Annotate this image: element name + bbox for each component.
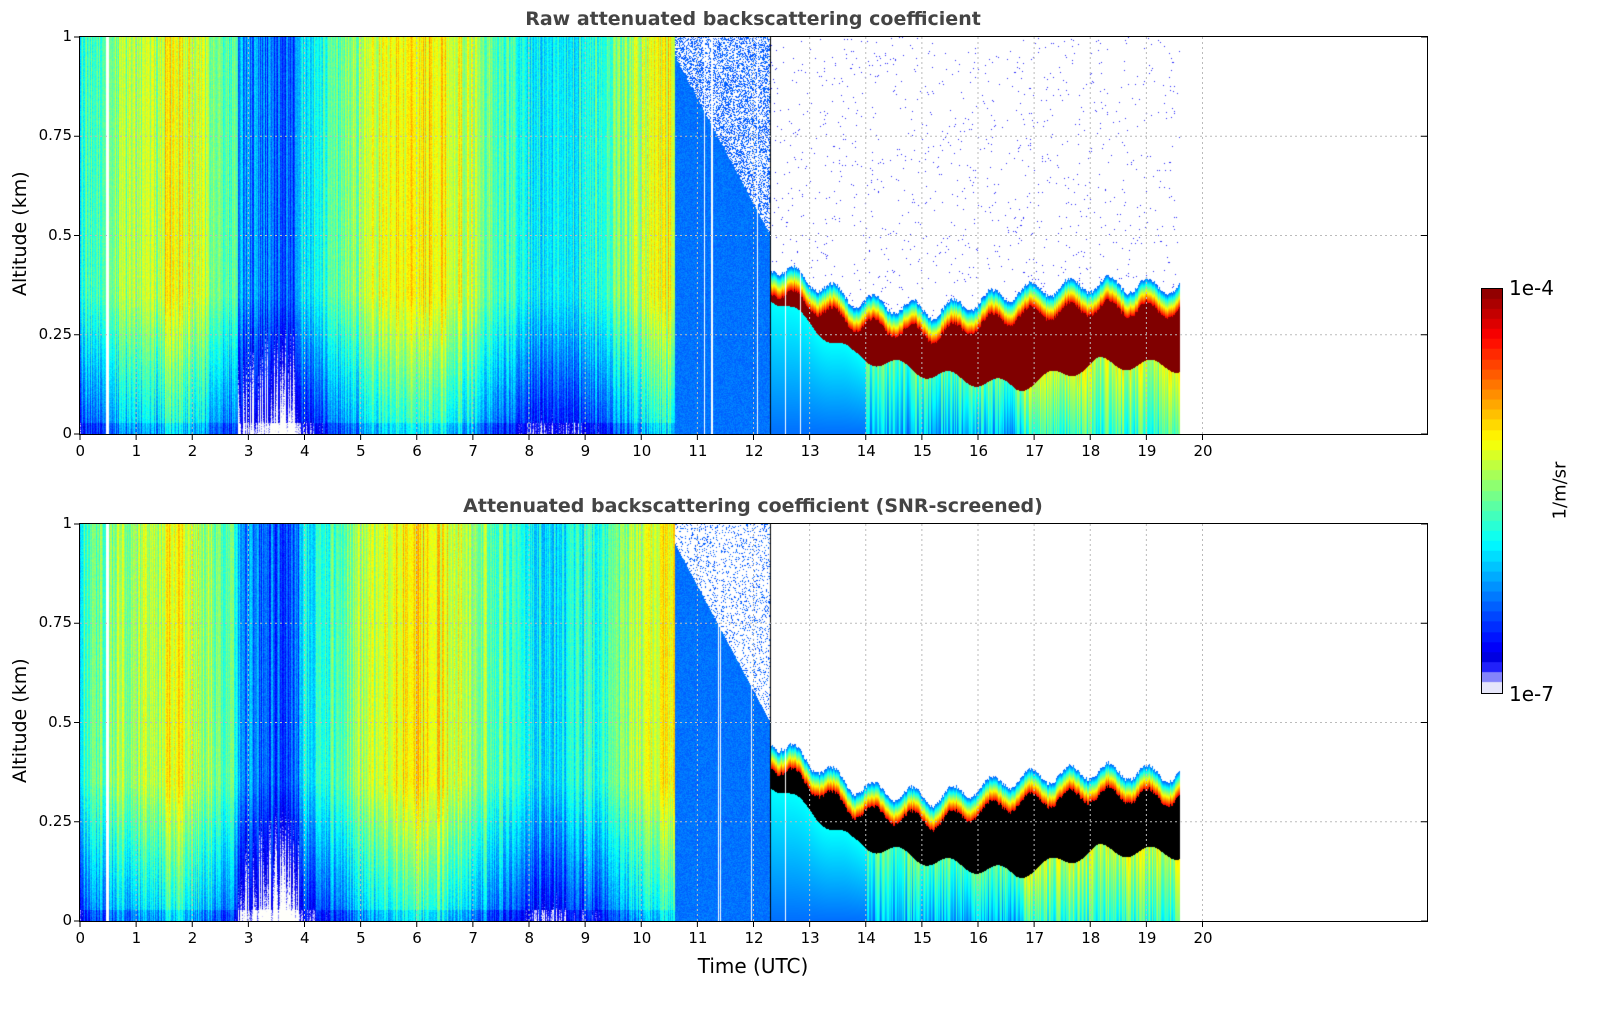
x-tick-label: 20 <box>1193 442 1213 460</box>
x-tick-label: 6 <box>412 442 422 460</box>
x-axis-label: Time (UTC) <box>697 954 809 978</box>
x-tick-label: 2 <box>187 929 198 947</box>
y-tick-label: 0.5 <box>48 712 72 731</box>
colorbar <box>1481 288 1503 694</box>
x-tick-label: 3 <box>243 442 254 460</box>
x-tick-label: 12 <box>744 442 764 460</box>
x-tick-label: 5 <box>356 929 366 947</box>
x-tick-label: 8 <box>524 442 535 460</box>
x-tick-label: 4 <box>300 929 310 947</box>
y-tick-label: 0.75 <box>38 613 72 632</box>
y-tick-label: 1 <box>62 27 72 45</box>
x-tick-label: 19 <box>1137 929 1157 947</box>
x-tick-label: 0 <box>75 929 86 947</box>
y-tick-label: 0 <box>62 911 72 929</box>
x-tick-label: 11 <box>688 929 708 947</box>
x-tick-label: 7 <box>468 442 478 460</box>
y-tick-label: 0.5 <box>48 225 72 244</box>
bottom-panel-title: Attenuated backscattering coefficient (S… <box>463 495 1043 517</box>
x-tick-label: 13 <box>800 442 820 460</box>
x-tick-label: 4 <box>300 442 310 460</box>
x-tick-label: 18 <box>1081 929 1101 947</box>
x-tick-label: 10 <box>632 929 652 947</box>
x-tick-label: 15 <box>912 929 932 947</box>
x-tick-label: 16 <box>969 442 989 460</box>
y-tick-label: 0.25 <box>38 324 72 343</box>
y-tick-label: 0.25 <box>38 811 72 830</box>
x-tick-label: 12 <box>744 929 764 947</box>
x-tick-label: 14 <box>856 442 876 460</box>
x-tick-label: 3 <box>243 929 254 947</box>
top-panel-title: Raw attenuated backscattering coefficien… <box>525 8 981 30</box>
x-tick-label: 18 <box>1081 442 1101 460</box>
x-tick-label: 5 <box>356 442 366 460</box>
x-tick-label: 15 <box>912 442 932 460</box>
x-tick-label: 9 <box>580 442 591 460</box>
x-tick-label: 1 <box>131 929 142 947</box>
y-tick-label: 0 <box>62 424 72 442</box>
x-tick-label: 19 <box>1137 442 1157 460</box>
x-tick-label: 20 <box>1193 929 1213 947</box>
x-tick-label: 0 <box>75 442 86 460</box>
x-tick-label: 2 <box>187 442 198 460</box>
x-tick-label: 16 <box>969 929 989 947</box>
x-tick-label: 6 <box>412 929 422 947</box>
x-tick-label: 1 <box>131 442 142 460</box>
x-tick-label: 17 <box>1025 442 1045 460</box>
x-tick-label: 11 <box>688 442 708 460</box>
colorbar-min-label: 1e-7 <box>1509 682 1554 706</box>
y-tick-label: 1 <box>62 514 72 532</box>
x-tick-label: 7 <box>468 929 478 947</box>
x-tick-label: 13 <box>800 929 820 947</box>
x-tick-label: 10 <box>632 442 652 460</box>
y-tick-label: 0.75 <box>38 126 72 145</box>
x-tick-label: 9 <box>580 929 591 947</box>
x-tick-label: 17 <box>1025 929 1045 947</box>
x-tick-label: 8 <box>524 929 535 947</box>
x-tick-label: 14 <box>856 929 876 947</box>
colorbar-max-label: 1e-4 <box>1509 276 1554 300</box>
colorbar-unit-label: 1/m/sr <box>1549 461 1571 520</box>
